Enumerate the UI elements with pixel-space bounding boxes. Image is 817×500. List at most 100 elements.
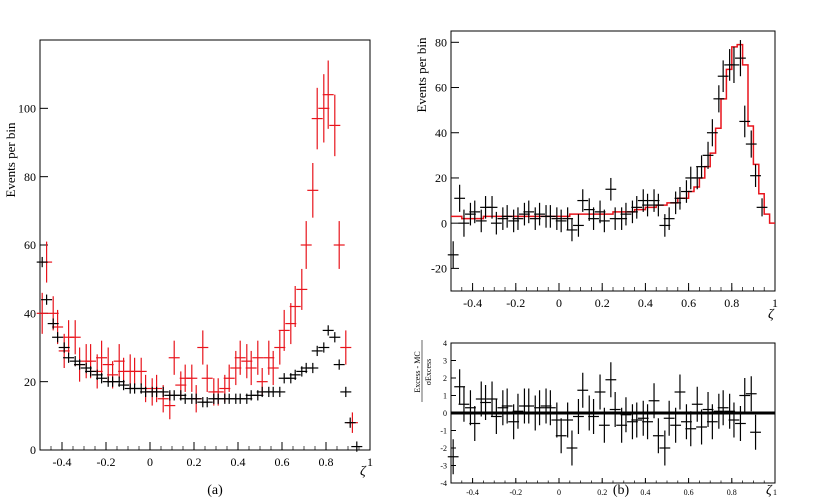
data-point [588,207,599,230]
x-tick-label: 0 [557,488,561,497]
panel-b-top-mc [451,43,775,224]
x-tick-label: -0.2 [97,455,116,469]
x-tick-label: 1 [773,488,777,497]
black-point [351,441,363,452]
pull-point [685,411,697,447]
y-tick-label: 2 [443,374,447,383]
y-tick-label: 20 [24,375,36,389]
pull-point [717,390,729,426]
pull-point [534,390,545,426]
pull-point [540,388,552,424]
data-point [713,85,725,113]
data-point [750,164,761,187]
x-tick-label: 0.8 [319,455,334,469]
pull-point [594,374,606,410]
pull-point [735,406,746,441]
data-point [735,40,746,77]
black-point [58,342,70,353]
panel-b-top-points [447,40,768,269]
red-point [278,309,290,351]
data-point [555,209,567,233]
panel-b-top-ticks: -0.4 -0.2 0 0.2 0.4 0.6 0.8 1 -20 0 20 40 60 80 [431,36,778,310]
data-point [652,193,664,217]
data-point [605,177,617,201]
data-point [529,207,541,230]
pull-point [523,388,535,424]
black-point [85,366,97,377]
panel-a-ticks: -0.4 -0.2 0 0.2 0.4 0.6 0.8 1 0 20 40 60 80 100 [18,102,373,469]
panel-b-top: -0.4 -0.2 0 0.2 0.4 0.6 0.8 1 -20 0 20 40 60 80 Event… [414,30,778,322]
data-point [447,241,459,269]
y-tick-label: -2 [440,444,447,453]
panel-b-bottom-points [447,362,761,475]
pull-point [670,407,682,443]
black-point [47,318,59,329]
data-point [648,189,660,212]
y-tick-label: 40 [24,307,36,321]
red-point [102,347,114,382]
pull-point [637,400,649,436]
data-point [490,211,502,235]
pull-point [713,393,725,429]
black-point [36,256,48,268]
pull-point [663,400,675,436]
pull-point [490,399,502,434]
pull-point [739,378,751,413]
black-point [190,393,202,404]
data-point [469,200,481,224]
x-tick-label: 0.2 [597,488,607,497]
pull-point [642,404,653,440]
red-point [96,340,108,375]
pull-point [681,404,692,440]
pull-point [508,404,520,440]
data-point [566,218,578,242]
x-tick-label: 0.4 [231,455,246,469]
data-point [583,198,595,221]
data-point [534,202,545,226]
data-point [670,191,682,215]
data-point [475,209,487,233]
pull-point [497,390,509,426]
x-tick-label: 0.4 [640,488,650,497]
data-point [756,198,768,217]
pull-point [544,390,556,426]
black-point [333,359,345,370]
pull-point [577,372,589,408]
pull-point [469,406,481,441]
red-point [296,268,308,310]
pull-point [659,430,671,466]
y-tick-label: -1 [440,426,447,435]
y-tick-label: 0 [30,443,36,457]
red-point [230,350,242,386]
y-tick-label: 80 [435,36,447,50]
pull-point [465,390,476,426]
pull-point [475,381,487,417]
red-point [113,344,125,379]
pull-point [745,376,757,412]
red-point [201,364,213,392]
data-point [497,207,509,230]
red-point [241,344,253,379]
x-tick-label: 0.6 [275,455,290,469]
pull-point [598,407,610,443]
data-point [501,205,513,228]
y-tick-label: 1 [443,391,447,400]
data-point [458,209,470,237]
y-tick-label: 60 [24,238,36,252]
data-point [681,180,692,203]
pull-point [583,395,595,431]
x-tick-label: 1 [772,296,778,310]
x-tick-label: 0.8 [724,296,739,310]
pull-point [609,392,621,427]
y-tick-label: 100 [18,102,36,116]
x-tick-label: 1 [367,455,373,469]
black-point [96,373,108,384]
panel-a: -0.4 -0.2 0 0.2 0.4 0.6 0.8 1 0 20 40 60 80 100 Event… [3,39,373,498]
red-point [263,340,275,375]
data-point [616,207,628,230]
pull-point [652,418,664,454]
pull-point [674,374,686,410]
panel-a-frame [39,39,371,451]
pull-point [562,402,574,438]
x-tick-label: 0.6 [684,488,694,497]
